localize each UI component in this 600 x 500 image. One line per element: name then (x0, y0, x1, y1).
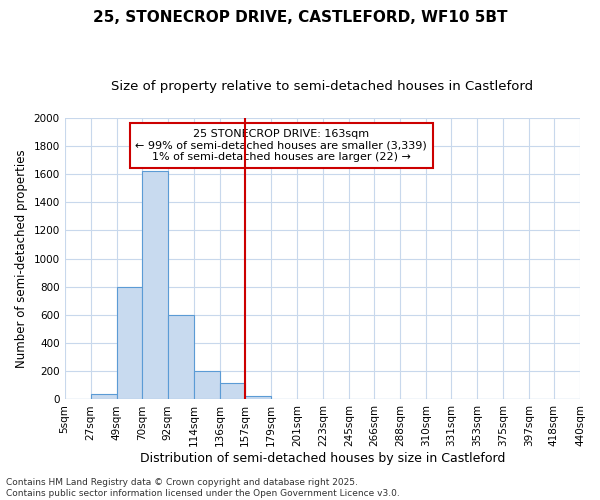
Bar (245, 396, 271, 400)
Bar (91, 394, 117, 400)
X-axis label: Distribution of semi-detached houses by size in Castleford: Distribution of semi-detached houses by … (140, 452, 505, 465)
Bar (168, 315, 194, 400)
Text: 25, STONECROP DRIVE, CASTLEFORD, WF10 5BT: 25, STONECROP DRIVE, CASTLEFORD, WF10 5B… (93, 10, 507, 25)
Bar (220, 384, 245, 400)
Y-axis label: Number of semi-detached properties: Number of semi-detached properties (15, 150, 28, 368)
Bar (194, 370, 220, 400)
Bar (142, 172, 168, 400)
Bar (117, 287, 142, 400)
Text: Contains HM Land Registry data © Crown copyright and database right 2025.
Contai: Contains HM Land Registry data © Crown c… (6, 478, 400, 498)
Title: Size of property relative to semi-detached houses in Castleford: Size of property relative to semi-detach… (111, 80, 533, 93)
Text: 25 STONECROP DRIVE: 163sqm
← 99% of semi-detached houses are smaller (3,339)
1% : 25 STONECROP DRIVE: 163sqm ← 99% of semi… (135, 129, 427, 162)
